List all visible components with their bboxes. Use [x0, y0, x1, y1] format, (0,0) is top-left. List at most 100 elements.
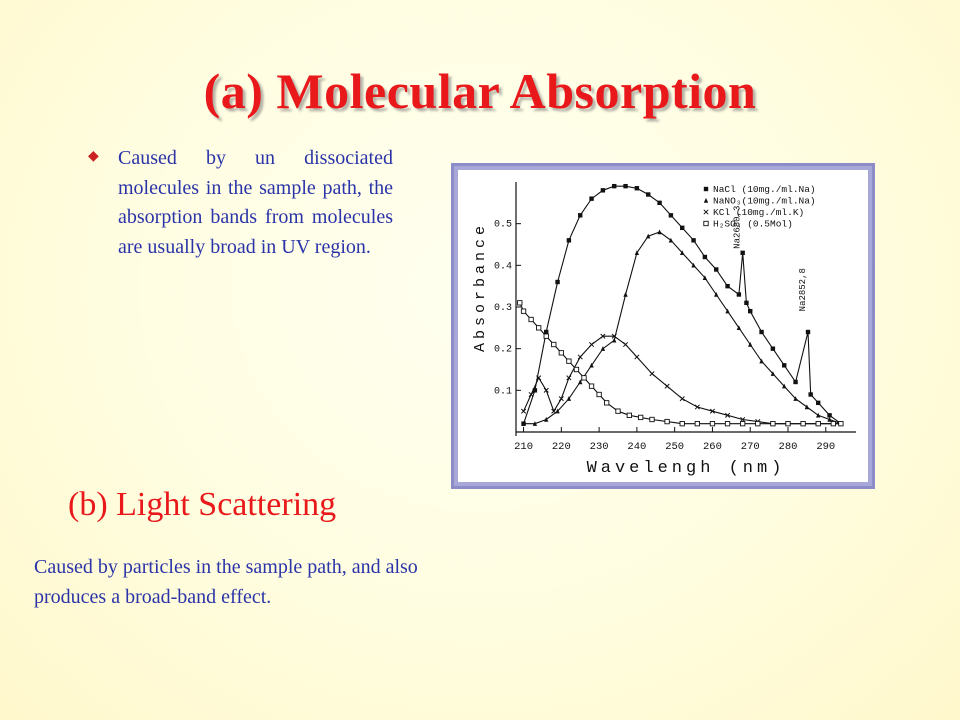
diamond-bullet-icon: ◆	[88, 149, 99, 164]
data-point	[532, 421, 538, 426]
data-point	[544, 416, 549, 422]
section-subtitle: (b) Light Scattering	[68, 486, 337, 523]
bullet-point: ◆ Caused by un dissociated molecules in …	[88, 144, 393, 262]
data-point	[626, 412, 632, 418]
data-point	[566, 358, 572, 364]
series-line-2	[523, 231, 842, 425]
data-point	[536, 375, 542, 381]
data-point	[748, 308, 753, 314]
data-point	[657, 229, 662, 235]
data-point	[600, 333, 606, 339]
data-point	[566, 396, 572, 401]
x-tick-label: 210	[514, 441, 533, 453]
data-point	[816, 400, 821, 406]
data-point	[600, 346, 606, 351]
data-point	[770, 346, 776, 351]
series-line-3	[523, 335, 841, 425]
data-point	[680, 250, 685, 256]
data-point	[668, 213, 674, 218]
data-point	[532, 388, 538, 393]
data-point	[703, 197, 709, 203]
data-point	[680, 225, 685, 231]
data-point	[800, 421, 806, 427]
data-point	[725, 412, 731, 418]
x-tick-label: 230	[590, 441, 609, 453]
data-point	[740, 416, 746, 423]
peak-annotation: Na2680,3	[733, 206, 743, 249]
data-point	[815, 421, 821, 427]
data-point	[589, 362, 594, 368]
data-point	[759, 358, 764, 364]
y-tick-label: 0.1	[494, 386, 512, 397]
data-point	[578, 379, 583, 385]
data-point	[736, 325, 742, 331]
x-tick-label: 220	[552, 441, 571, 453]
x-tick-label: 240	[627, 441, 646, 453]
data-point	[702, 254, 708, 260]
y-tick-label: 0.4	[494, 261, 512, 272]
data-point	[555, 408, 560, 414]
data-point	[714, 267, 719, 272]
absorbance-chart: 0.1 0.2 0.3 0.4 0.5 210 220 230 240 250 260 270 280 2…	[472, 182, 856, 478]
data-point	[816, 412, 821, 418]
data-point	[755, 421, 761, 427]
data-point	[623, 341, 629, 348]
data-point	[623, 291, 628, 297]
data-point	[634, 354, 640, 360]
data-point	[577, 354, 583, 360]
data-point	[782, 383, 787, 389]
y-tick-label: 0.3	[494, 303, 512, 314]
data-point	[573, 366, 580, 373]
data-point	[748, 341, 753, 347]
data-point	[679, 396, 685, 402]
data-point	[702, 275, 708, 281]
data-point	[725, 308, 730, 314]
y-tick-label: 0.2	[494, 345, 512, 356]
data-point	[709, 421, 716, 427]
data-point	[709, 408, 715, 414]
data-point	[744, 300, 749, 306]
data-point	[827, 413, 832, 418]
data-point	[679, 421, 685, 427]
data-point	[838, 421, 844, 427]
peak-annotation: Na2852,8	[798, 268, 808, 311]
legend-entry: KCl (10mg./ml.K)	[713, 207, 804, 218]
data-point	[528, 391, 534, 398]
series-line-1	[523, 185, 842, 425]
data-point	[517, 300, 523, 306]
data-point	[520, 308, 527, 314]
data-point	[736, 292, 742, 297]
data-point	[808, 392, 813, 397]
data-point	[785, 421, 791, 427]
x-axis-label: Wavelengh (nm)	[587, 459, 786, 478]
data-point	[612, 337, 617, 343]
x-tick-label: 260	[703, 441, 722, 453]
data-point	[703, 220, 709, 227]
data-point	[634, 250, 640, 256]
slide-title: (a) Molecular Absorption	[203, 63, 757, 119]
y-tick-label: 0.5	[494, 220, 512, 231]
legend-entry: NaNO₃(10mg./ml.Na)	[713, 196, 816, 207]
data-point	[551, 341, 557, 348]
bullet-text: Caused by un dissociated molecules in th…	[118, 147, 393, 258]
data-point	[770, 371, 776, 376]
data-point	[551, 408, 557, 414]
data-point	[612, 183, 617, 189]
data-point	[536, 325, 542, 331]
data-point	[589, 196, 594, 201]
data-point	[544, 329, 549, 335]
data-point	[793, 379, 798, 385]
data-point	[694, 404, 700, 410]
data-point	[604, 400, 610, 406]
data-point	[521, 408, 527, 414]
chart-area: 0.1 0.2 0.3 0.4 0.5 210 220 230 240 250 260 270 280 2…	[458, 170, 868, 482]
data-point	[600, 188, 606, 193]
x-tick-label: 270	[741, 441, 760, 453]
scattering-description: Caused by particles in the sample path, …	[34, 556, 418, 608]
data-point	[770, 421, 776, 427]
data-point	[566, 238, 572, 243]
data-point	[725, 283, 730, 289]
data-point	[649, 416, 655, 423]
data-point	[638, 414, 644, 421]
data-point	[804, 404, 810, 410]
